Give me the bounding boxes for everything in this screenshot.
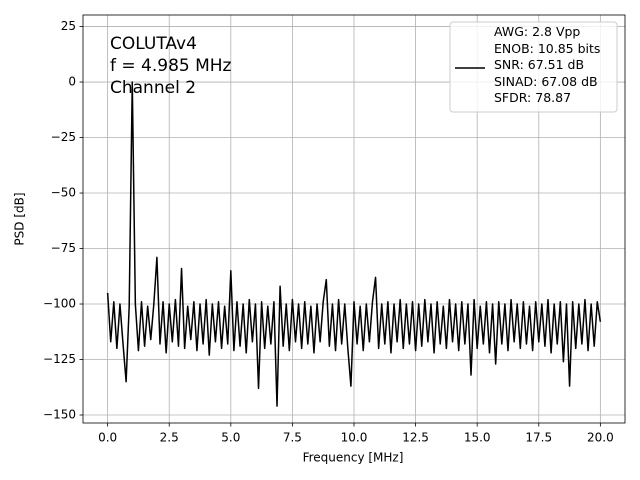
y-tick-label: −50 (51, 186, 76, 200)
y-axis-label: PSD [dB] (13, 192, 27, 245)
y-tick-label: −125 (43, 352, 76, 366)
y-tick-label: −25 (51, 130, 76, 144)
x-tick-label: 17.5 (525, 431, 552, 445)
legend-box (449, 21, 618, 113)
x-axis-label: Frequency [MHz] (303, 451, 404, 465)
y-tick-label: −150 (43, 408, 76, 422)
y-tick-label: 0 (68, 75, 76, 89)
x-tick-label: 0.0 (98, 431, 117, 445)
x-tick-label: 20.0 (587, 431, 614, 445)
x-tick-label: 12.5 (402, 431, 429, 445)
x-tick-label: 15.0 (464, 431, 491, 445)
y-tick-label: −100 (43, 297, 76, 311)
y-tick-label: −75 (51, 241, 76, 255)
psd-line (106, 81, 602, 407)
grid-layer (83, 15, 625, 423)
annotation: COLUTAv4 (110, 34, 197, 54)
data-layer (106, 81, 602, 407)
x-tick-label: 7.5 (283, 431, 302, 445)
y-tick-label: 25 (61, 19, 76, 33)
annotation: f = 4.985 MHz (110, 56, 232, 76)
legend-entry: AWG: 2.8 Vpp ENOB: 10.85 bits SNR: 67.51… (494, 24, 601, 105)
x-tick-label: 5.0 (221, 431, 240, 445)
x-tick-label: 2.5 (160, 431, 179, 445)
annotation: Channel 2 (110, 78, 196, 98)
x-tick-label: 10.0 (341, 431, 368, 445)
